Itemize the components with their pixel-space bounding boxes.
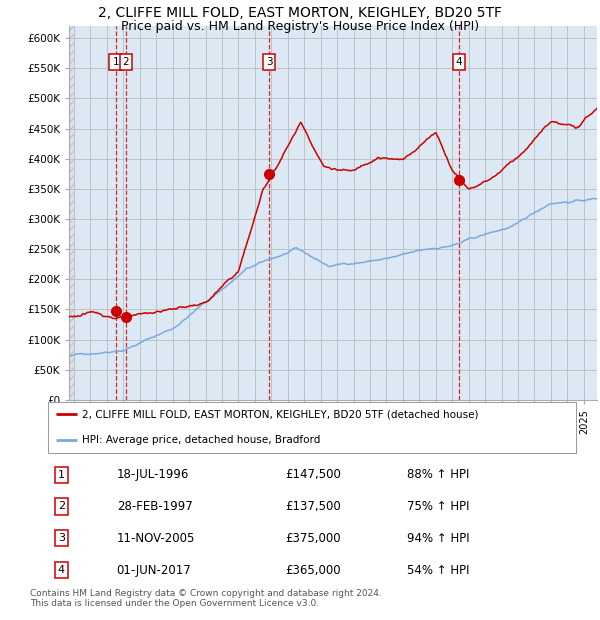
Text: £365,000: £365,000 <box>286 564 341 577</box>
Text: 28-FEB-1997: 28-FEB-1997 <box>116 500 193 513</box>
Text: £147,500: £147,500 <box>286 468 341 481</box>
Text: 54% ↑ HPI: 54% ↑ HPI <box>407 564 470 577</box>
Text: 1: 1 <box>58 470 65 480</box>
Text: 94% ↑ HPI: 94% ↑ HPI <box>407 532 470 545</box>
Text: £375,000: £375,000 <box>286 532 341 545</box>
Text: 1: 1 <box>112 57 119 67</box>
Text: Contains HM Land Registry data © Crown copyright and database right 2024.
This d: Contains HM Land Registry data © Crown c… <box>30 589 382 608</box>
Text: 3: 3 <box>58 533 65 543</box>
Text: 01-JUN-2017: 01-JUN-2017 <box>116 564 191 577</box>
Text: 4: 4 <box>456 57 463 67</box>
Text: 4: 4 <box>58 565 65 575</box>
Text: 11-NOV-2005: 11-NOV-2005 <box>116 532 195 545</box>
Text: 2, CLIFFE MILL FOLD, EAST MORTON, KEIGHLEY, BD20 5TF (detached house): 2, CLIFFE MILL FOLD, EAST MORTON, KEIGHL… <box>82 409 479 420</box>
Text: 2: 2 <box>122 57 129 67</box>
Text: Price paid vs. HM Land Registry's House Price Index (HPI): Price paid vs. HM Land Registry's House … <box>121 20 479 33</box>
Text: HPI: Average price, detached house, Bradford: HPI: Average price, detached house, Brad… <box>82 435 320 445</box>
Text: 88% ↑ HPI: 88% ↑ HPI <box>407 468 469 481</box>
Text: 18-JUL-1996: 18-JUL-1996 <box>116 468 189 481</box>
Text: 3: 3 <box>266 57 272 67</box>
Text: £137,500: £137,500 <box>286 500 341 513</box>
Text: 2: 2 <box>58 502 65 512</box>
Text: 75% ↑ HPI: 75% ↑ HPI <box>407 500 470 513</box>
Text: 2, CLIFFE MILL FOLD, EAST MORTON, KEIGHLEY, BD20 5TF: 2, CLIFFE MILL FOLD, EAST MORTON, KEIGHL… <box>98 6 502 20</box>
